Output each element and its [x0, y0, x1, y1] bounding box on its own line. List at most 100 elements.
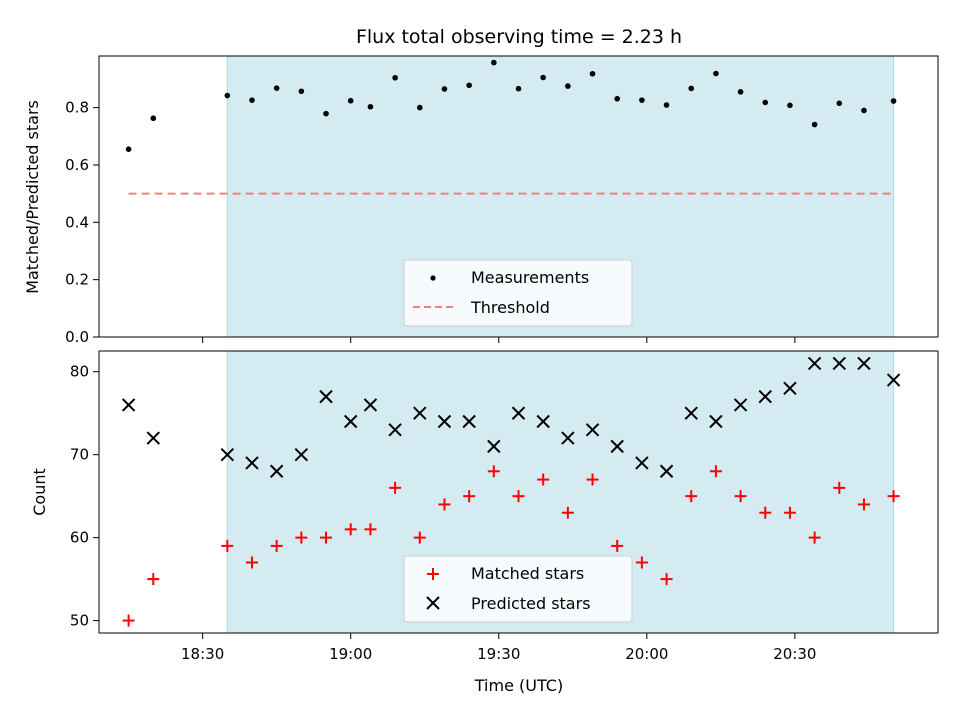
measurement-point	[737, 89, 744, 95]
ratio-y-ticks: 0.0 0.2 0.4 0.6 0.8	[65, 99, 99, 346]
matched-star-point	[344, 523, 357, 536]
x-tick-label: 19:30	[477, 645, 520, 663]
matched-star-point	[808, 531, 821, 544]
predicted-star-point	[561, 431, 575, 445]
matched-star-point	[586, 473, 599, 486]
predicted-star-point	[684, 406, 698, 420]
measurement-point	[663, 102, 670, 108]
predicted-star-point	[610, 439, 624, 454]
matched-star-point	[537, 473, 550, 486]
matched-star-point	[561, 506, 574, 519]
y-tick-label: 0.0	[65, 328, 89, 346]
measurement-point	[890, 98, 897, 104]
legend-threshold-label: Threshold	[470, 298, 550, 317]
predicted-star-point	[585, 423, 600, 437]
y-tick-label: 0.2	[65, 271, 89, 289]
x-tick-label: 20:00	[625, 645, 668, 663]
measurement-point	[861, 107, 867, 114]
measurement-point	[249, 97, 255, 103]
count-x-ticks: 18:30 19:00 19:30 20:00 20:30	[181, 633, 816, 663]
matched-star-point	[413, 531, 426, 544]
matched-star-point	[660, 573, 673, 586]
measurement-point	[614, 95, 621, 102]
predicted-star-point	[269, 464, 284, 478]
measurement-point	[125, 146, 132, 152]
matched-star-point	[221, 539, 234, 552]
matched-star-point	[833, 481, 846, 494]
x-axis-label: Time (UTC)	[474, 676, 563, 695]
matched-star-point	[512, 490, 525, 503]
matched-star-point	[685, 490, 698, 503]
ratio-x-ticks	[202, 337, 796, 343]
matched-star-point	[611, 539, 624, 552]
measurement-point	[441, 86, 448, 92]
matched-star-point	[734, 490, 747, 503]
measurement-point	[298, 88, 305, 95]
measurement-point	[589, 70, 596, 77]
predicted-star-point	[536, 414, 550, 429]
measurement-point	[688, 85, 695, 92]
x-tick-label: 20:30	[773, 645, 816, 663]
matched-star-point	[320, 531, 333, 544]
predicted-star-point	[487, 439, 501, 454]
count-panel: 50 60 70 80 18:30 19:00 19:30 20:00 20:30 Count…	[30, 350, 939, 695]
predicted-star-point	[807, 356, 822, 371]
y-tick-label: 50	[70, 612, 89, 630]
matched-star-point	[438, 498, 451, 511]
predicted-stars-points	[121, 356, 901, 478]
predicted-star-point	[886, 373, 901, 387]
measurement-point	[392, 74, 398, 81]
predicted-star-point	[635, 456, 649, 470]
predicted-star-point	[733, 398, 748, 412]
predicted-star-point	[758, 389, 772, 404]
measurement-point	[811, 121, 818, 128]
measurement-point	[515, 85, 522, 92]
legend-predicted-label: Predicted stars	[471, 594, 591, 613]
measurement-point	[323, 110, 329, 117]
measurement-point	[466, 82, 472, 89]
matched-star-point	[270, 539, 283, 552]
y-tick-label: 0.8	[65, 99, 89, 117]
matched-star-point	[295, 531, 308, 544]
predicted-star-point	[437, 414, 452, 429]
predicted-star-point	[709, 414, 723, 429]
matched-star-point	[364, 523, 377, 536]
legend-measurements-marker	[430, 275, 436, 281]
measurement-point	[150, 115, 157, 122]
predicted-star-point	[319, 389, 333, 404]
measurement-point	[713, 70, 719, 77]
measurement-point	[367, 103, 374, 110]
predicted-star-point	[511, 406, 526, 420]
measurement-point	[639, 97, 645, 103]
matched-star-point	[147, 573, 160, 586]
matched-star-point	[887, 490, 900, 503]
ratio-y-axis-label: Matched/Predicted stars	[23, 100, 42, 294]
predicted-star-point	[388, 423, 402, 437]
predicted-star-point	[857, 356, 871, 371]
measurement-point	[565, 83, 571, 89]
measurement-points	[125, 59, 897, 152]
legend-measurements-label: Measurements	[471, 268, 589, 287]
measurement-point	[836, 100, 843, 107]
measurement-point	[224, 92, 231, 99]
ratio-legend-box	[403, 259, 633, 327]
predicted-star-point	[832, 356, 847, 371]
matched-star-point	[245, 556, 258, 569]
count-y-axis-label: Count	[30, 468, 49, 516]
y-tick-label: 60	[70, 529, 89, 547]
predicted-star-point	[121, 398, 136, 412]
count-axes-frame	[98, 350, 939, 634]
measurement-point	[416, 104, 423, 111]
y-tick-label: 70	[70, 446, 89, 464]
predicted-star-point	[146, 431, 160, 445]
measurement-point	[273, 85, 280, 91]
predicted-star-point	[343, 414, 358, 429]
matched-star-point	[122, 614, 135, 627]
matched-star-point	[759, 506, 772, 519]
predicted-star-point	[659, 464, 674, 478]
measurement-point	[762, 99, 769, 106]
legend-matched-marker	[427, 568, 439, 580]
matched-star-point	[487, 465, 500, 478]
matched-star-point	[463, 490, 476, 503]
